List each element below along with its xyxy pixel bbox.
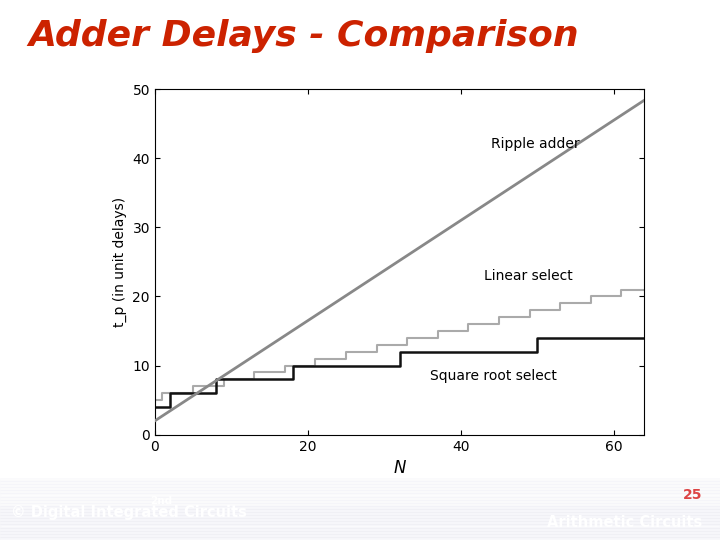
Bar bbox=[0, 484, 720, 487]
Text: © Digital Integrated Circuits: © Digital Integrated Circuits bbox=[11, 504, 247, 519]
Bar bbox=[0, 512, 720, 515]
Text: Arithmetic Circuits: Arithmetic Circuits bbox=[546, 515, 702, 530]
Bar bbox=[0, 509, 720, 512]
Bar bbox=[0, 537, 720, 540]
Text: 2nd: 2nd bbox=[150, 496, 172, 507]
Y-axis label: t_p (in unit delays): t_p (in unit delays) bbox=[112, 197, 127, 327]
Bar bbox=[0, 478, 720, 481]
Bar bbox=[0, 534, 720, 537]
Bar bbox=[0, 497, 720, 500]
Text: Adder Delays - Comparison: Adder Delays - Comparison bbox=[29, 19, 580, 53]
Text: 25: 25 bbox=[683, 488, 702, 502]
Bar bbox=[0, 524, 720, 528]
Bar bbox=[0, 487, 720, 490]
Bar bbox=[0, 503, 720, 506]
Bar bbox=[0, 522, 720, 524]
Bar bbox=[0, 500, 720, 503]
X-axis label: N: N bbox=[393, 459, 406, 477]
Text: Ripple adder: Ripple adder bbox=[491, 137, 580, 151]
Bar bbox=[0, 528, 720, 531]
Text: Square root select: Square root select bbox=[431, 369, 557, 383]
Bar bbox=[0, 490, 720, 494]
Bar bbox=[0, 481, 720, 484]
Bar bbox=[0, 494, 720, 497]
Bar bbox=[0, 531, 720, 534]
Bar bbox=[0, 506, 720, 509]
Text: Linear select: Linear select bbox=[484, 269, 572, 283]
Bar bbox=[0, 515, 720, 518]
Bar bbox=[0, 518, 720, 522]
